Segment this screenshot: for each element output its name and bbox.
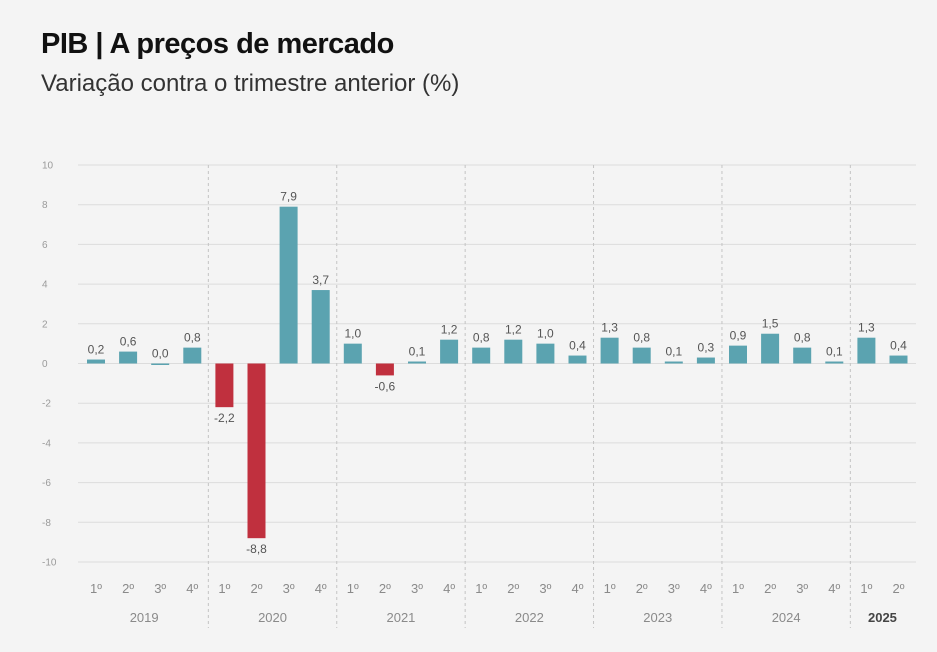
data-label: 0,8 — [794, 331, 811, 345]
quarter-label: 2º — [764, 581, 776, 596]
chart-subtitle: Variação contra o trimestre anterior (%) — [41, 70, 460, 97]
data-label: 7,9 — [280, 190, 297, 204]
data-label: -8,8 — [246, 542, 267, 556]
data-label: 1,0 — [537, 327, 554, 341]
y-tick-label: -2 — [42, 399, 51, 410]
quarter-label: 4º — [572, 581, 584, 596]
bar — [857, 337, 876, 364]
quarter-label: 3º — [539, 581, 551, 596]
bar — [151, 363, 170, 365]
bar — [440, 339, 459, 364]
quarter-label: 2º — [122, 581, 134, 596]
bar — [793, 347, 812, 364]
data-label: 0,0 — [152, 347, 169, 361]
data-label: 0,4 — [569, 339, 586, 353]
bar — [87, 359, 105, 364]
bar — [343, 343, 362, 364]
bar — [729, 345, 747, 364]
quarter-label: 4º — [700, 581, 712, 596]
quarter-label: 1º — [218, 581, 230, 596]
quarter-label: 2º — [636, 581, 648, 596]
bar — [375, 363, 394, 376]
y-tick-label: 8 — [42, 200, 48, 211]
quarter-label: 2º — [893, 581, 905, 596]
quarter-label: 1º — [860, 581, 872, 596]
data-label: 0,1 — [665, 345, 682, 359]
y-tick-label: 10 — [42, 161, 54, 172]
data-label: 0,4 — [890, 339, 907, 353]
quarter-label: 1º — [347, 581, 359, 596]
quarter-label: 3º — [668, 581, 680, 596]
bar — [889, 355, 908, 364]
data-label: 0,8 — [184, 331, 201, 345]
year-label: 2019 — [130, 610, 159, 625]
quarter-label: 2º — [379, 581, 391, 596]
data-label: 0,8 — [473, 331, 490, 345]
bar — [311, 290, 330, 364]
y-tick-label: 6 — [42, 240, 48, 251]
quarter-label: 1º — [475, 581, 487, 596]
y-tick-label: -10 — [42, 558, 57, 569]
bar — [247, 363, 266, 539]
data-label: -2,2 — [214, 411, 235, 425]
quarter-label: 4º — [443, 581, 455, 596]
bar — [472, 347, 491, 364]
y-tick-label: -6 — [42, 478, 51, 489]
quarter-label: 3º — [283, 581, 295, 596]
bar — [215, 363, 234, 408]
y-tick-label: -4 — [42, 438, 51, 449]
quarter-label: 2º — [251, 581, 263, 596]
bar — [183, 347, 202, 364]
quarter-label: 1º — [90, 581, 102, 596]
bar — [568, 355, 587, 364]
data-label: 1,3 — [601, 321, 618, 335]
data-label: 0,3 — [698, 341, 715, 355]
data-label: 0,9 — [730, 329, 747, 343]
y-tick-label: 4 — [42, 280, 48, 291]
quarter-label: 4º — [828, 581, 840, 596]
bar — [696, 357, 715, 364]
quarter-label: 2º — [507, 581, 519, 596]
data-label: 0,8 — [633, 331, 650, 345]
quarter-label: 4º — [186, 581, 198, 596]
bar — [632, 347, 651, 364]
year-label: 2022 — [515, 610, 544, 625]
bar — [279, 206, 298, 364]
year-label: 2024 — [772, 610, 801, 625]
bar — [504, 339, 523, 364]
bar — [536, 343, 555, 364]
quarter-label: 4º — [315, 581, 327, 596]
data-label: 1,0 — [344, 327, 361, 341]
year-label: 2023 — [643, 610, 672, 625]
data-label: 0,1 — [826, 345, 843, 359]
data-label: 1,2 — [505, 323, 522, 337]
data-label: 0,2 — [88, 343, 105, 357]
y-tick-label: 0 — [42, 359, 48, 370]
quarter-label: 1º — [604, 581, 616, 596]
bar — [119, 351, 138, 364]
data-label: 1,2 — [441, 323, 458, 337]
y-tick-label: -8 — [42, 518, 51, 529]
y-tick-label: 2 — [42, 319, 48, 330]
quarter-label: 3º — [154, 581, 166, 596]
data-label: -0,6 — [375, 379, 396, 393]
quarter-label: 3º — [796, 581, 808, 596]
data-label: 3,7 — [312, 273, 329, 287]
quarter-label: 3º — [411, 581, 423, 596]
bar — [600, 337, 619, 364]
year-label: 2020 — [258, 610, 287, 625]
year-label: 2025 — [868, 610, 897, 625]
bar — [408, 361, 426, 364]
year-label: 2021 — [386, 610, 415, 625]
bar — [761, 333, 780, 364]
data-label: 1,3 — [858, 321, 875, 335]
data-label: 1,5 — [762, 317, 779, 331]
data-label: 0,1 — [409, 345, 426, 359]
quarter-label: 1º — [732, 581, 744, 596]
chart-title: PIB | A preços de mercado — [41, 28, 394, 60]
bar — [664, 361, 683, 364]
data-label: 0,6 — [120, 335, 137, 349]
bar — [825, 361, 844, 364]
